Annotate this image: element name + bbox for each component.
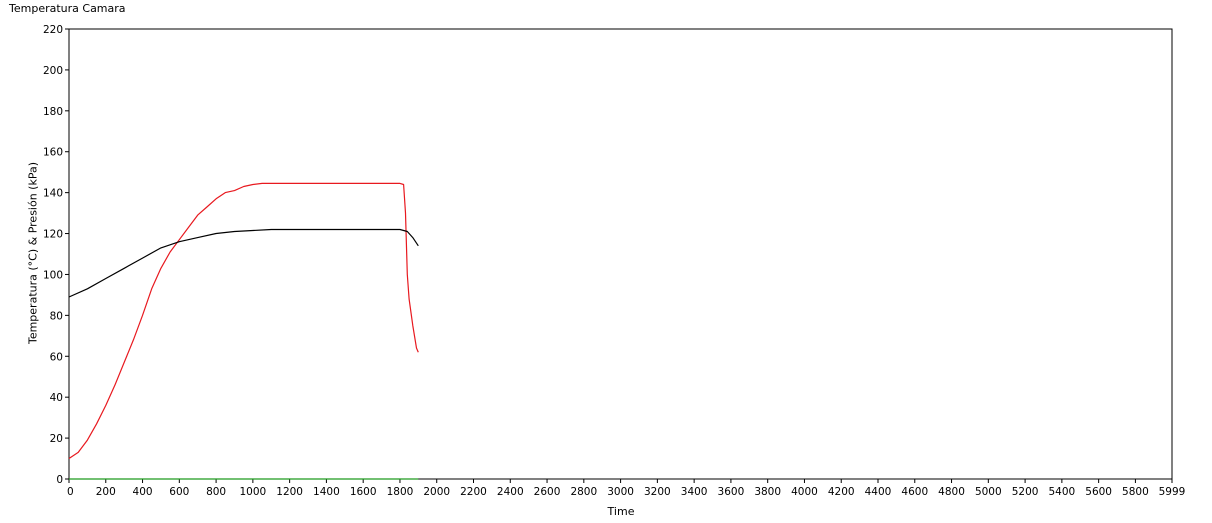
y-tick-label-8: 160 (43, 147, 63, 159)
x-tick-label-8: 1600 (350, 486, 377, 498)
x-tick-label-17: 3400 (681, 486, 708, 498)
x-tick-label-16: 3200 (644, 486, 671, 498)
x-tick-label-5: 1000 (239, 486, 266, 498)
x-tick-label-3: 600 (169, 486, 189, 498)
x-tick-label-19: 3800 (754, 486, 781, 498)
x-tick-label-15: 3000 (607, 486, 634, 498)
x-tick-label-13: 2600 (534, 486, 561, 498)
y-tick-label-5: 100 (43, 269, 63, 281)
x-tick-label-26: 5200 (1012, 486, 1039, 498)
x-tick-label-4: 800 (206, 486, 226, 498)
y-tick-label-4: 80 (50, 310, 63, 322)
x-tick-label-0: 0 (67, 486, 74, 498)
chart-title: Temperatura Camara (9, 2, 126, 15)
y-tick-label-2: 40 (50, 392, 63, 404)
x-tick-label-20: 4000 (791, 486, 818, 498)
x-tick-label-29: 5800 (1122, 486, 1149, 498)
plot-area (68, 28, 1173, 480)
x-tick-label-12: 2400 (497, 486, 524, 498)
x-tick-label-10: 2000 (423, 486, 450, 498)
x-tick-label-23: 4600 (901, 486, 928, 498)
y-tick-label-0: 0 (56, 474, 63, 486)
x-tick-label-1: 200 (96, 486, 116, 498)
y-tick-label-10: 200 (43, 65, 63, 77)
y-tick-label-11: 220 (43, 24, 63, 36)
y-tick-label-3: 60 (50, 351, 63, 363)
x-tick-label-24: 4800 (938, 486, 965, 498)
x-tick-label-11: 2200 (460, 486, 487, 498)
x-tick-label-28: 5600 (1085, 486, 1112, 498)
x-tick-label-6: 1200 (276, 486, 303, 498)
x-tick-label-14: 2800 (570, 486, 597, 498)
x-tick-label-21: 4200 (828, 486, 855, 498)
x-tick-label-7: 1400 (313, 486, 340, 498)
y-tick-label-9: 180 (43, 106, 63, 118)
x-tick-label-2: 400 (133, 486, 153, 498)
y-tick-label-6: 120 (43, 229, 63, 241)
series-line-0 (68, 182, 419, 460)
y-tick-label-7: 140 (43, 188, 63, 200)
x-tick-label-27: 5400 (1048, 486, 1075, 498)
x-tick-label-9: 1800 (387, 486, 414, 498)
x-tick-label-22: 4400 (865, 486, 892, 498)
x-tick-label-30: 5999 (1159, 486, 1186, 498)
series-line-1 (68, 228, 419, 298)
x-axis-title: Time (607, 505, 635, 518)
x-tick-label-25: 5000 (975, 486, 1002, 498)
y-tick-label-1: 20 (50, 433, 63, 445)
x-tick-label-18: 3600 (718, 486, 745, 498)
